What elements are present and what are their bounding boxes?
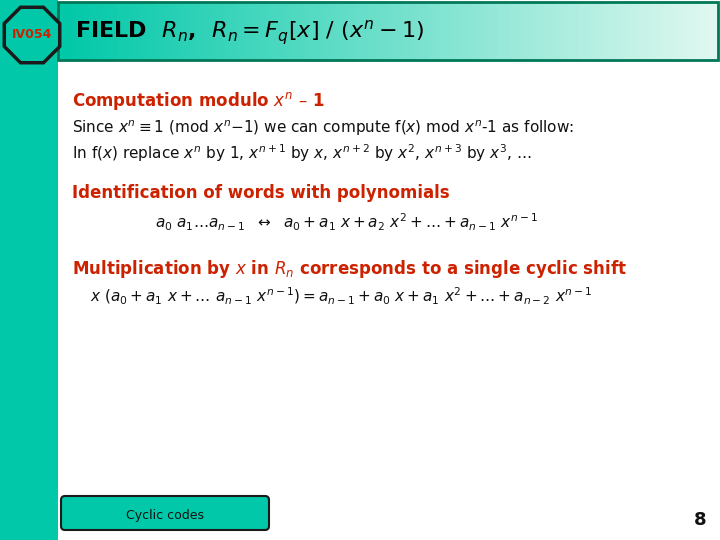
Text: $a_0\ a_1 \ldots a_{n-1}\ \ \leftrightarrow\ \ a_0 + a_1\ x + a_2\ x^2 + \ldots : $a_0\ a_1 \ldots a_{n-1}\ \ \leftrightar…	[155, 212, 538, 233]
Text: In f($x$) replace $x^n$ by 1, $x^{n +1}$ by $x$, $x^{n +2}$ by $x^2$, $x^{n +3}$: In f($x$) replace $x^n$ by 1, $x^{n +1}$…	[72, 142, 532, 164]
Text: Cyclic codes: Cyclic codes	[126, 509, 204, 522]
Bar	[0, 0, 58, 540]
Polygon shape	[4, 7, 60, 63]
Text: 8: 8	[693, 511, 706, 529]
Text: IV054: IV054	[12, 29, 52, 42]
Text: FIELD  $\mathit{R}_n$,  $\mathit{R}_n = F_q[x]\ /\ (x^n - 1)$: FIELD $\mathit{R}_n$, $\mathit{R}_n = F_…	[75, 18, 424, 48]
Text: Multiplication by $x$ in $\mathit{R}_n$ corresponds to a single cyclic shift: Multiplication by $x$ in $\mathit{R}_n$ …	[72, 258, 627, 280]
FancyBboxPatch shape	[61, 496, 269, 530]
Text: Since $x^n \equiv 1\ (\mathrm{mod}\ x^n\mathrm{-1})$ we can compute f($x$) mod $: Since $x^n \equiv 1\ (\mathrm{mod}\ x^n\…	[72, 118, 574, 138]
Text: Identification of words with polynomials: Identification of words with polynomials	[72, 184, 449, 202]
Text: $x\ (a_0 + a_1\ x + \ldots\ a_{n-1}\ x^{n-1}) = a_{n-1} + a_0\ x + a_1\ x^2 + \l: $x\ (a_0 + a_1\ x + \ldots\ a_{n-1}\ x^{…	[90, 286, 593, 307]
Text: Computation modulo $x^n$ – 1: Computation modulo $x^n$ – 1	[72, 90, 325, 112]
